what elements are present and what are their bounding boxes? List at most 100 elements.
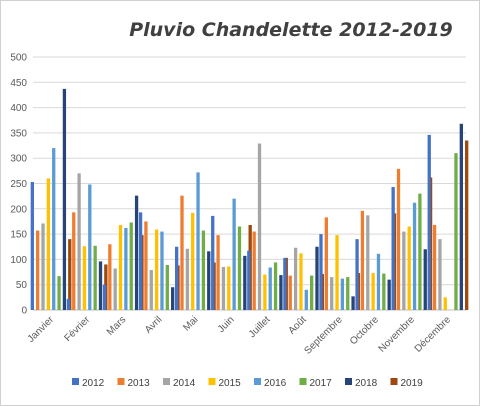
bars [30, 88, 469, 310]
bar-2016-Janvier [52, 148, 56, 310]
bar-2012-Juin [211, 215, 215, 310]
bar-2017-Février [93, 245, 97, 310]
legend-label: 2016 [264, 378, 287, 389]
bar-2013-Mars [108, 244, 112, 310]
y-tick-label: 350 [10, 128, 27, 139]
bar-2014-Août [293, 247, 298, 310]
bar-2012-Février [66, 298, 71, 310]
bar-2015-Décembre [443, 297, 447, 310]
bar-2012-Septembre [319, 234, 323, 310]
bar-2014-Novembre [402, 231, 406, 310]
bar-2018-Novembre [423, 249, 427, 310]
bar-2016-Juillet [268, 267, 272, 310]
bar-2016-Juin [232, 198, 236, 310]
bar-2014-Septembre [330, 277, 334, 310]
bar-2014-Avril [149, 270, 153, 310]
bar-2018-Février [98, 261, 103, 310]
bar-2018-Octobre [387, 279, 391, 310]
x-axis: Janvier Février Mars Avril Mai Juin Juillet Aoû… [26, 314, 454, 357]
bar-2017-Mars [129, 222, 133, 310]
bar-2016-Mai [196, 172, 200, 310]
bar-2018-Août [315, 246, 319, 310]
bar-2012-Août [283, 257, 287, 310]
bar-2018-Janvier [62, 88, 67, 310]
bar-2016-Mars [124, 228, 128, 310]
bar-2014-Mars [113, 268, 117, 310]
bar-2015-Mars [118, 224, 123, 310]
bar-2016-Octobre [376, 253, 381, 310]
legend-swatch-2016 [254, 378, 261, 385]
bar-2017-Juin [237, 226, 242, 310]
x-tick-label: Octobre [348, 314, 381, 347]
bar-2013-Avril [144, 221, 148, 310]
bar-2016-Novembre [412, 202, 417, 310]
bar-2012-Janvier [30, 181, 34, 310]
bar-2018-Juillet [279, 275, 283, 310]
legend-label: 2013 [128, 378, 151, 389]
bar-2012-Juillet [247, 250, 251, 310]
legend-label: 2012 [82, 378, 105, 389]
y-tick-label: 450 [10, 78, 27, 89]
bar-2017-Mai [201, 230, 206, 310]
bar-2015-Octobre [371, 273, 375, 310]
chart-title: Pluvio Chandelette 2012-2019 [129, 19, 453, 41]
x-tick-label: Août [286, 314, 308, 336]
bar-2013-Juillet [252, 231, 256, 310]
bar-2017-Avril [165, 264, 169, 310]
x-tick-label: Février [62, 314, 92, 344]
bar-2019-Janvier [68, 239, 72, 310]
bar-2015-Janvier [46, 178, 51, 310]
legend-swatch-2019 [390, 378, 398, 385]
y-tick-label: 100 [10, 255, 27, 266]
x-tick-label: Janvier [26, 314, 57, 345]
bar-2013-Décembre [432, 224, 437, 310]
bar-2017-Décembre [454, 153, 458, 310]
bar-2017-Janvier [57, 276, 61, 310]
bar-2012-Décembre [427, 134, 431, 310]
bar-2019-Décembre [465, 140, 469, 310]
legend-swatch-2014 [163, 378, 170, 385]
y-tick-label: 150 [10, 230, 27, 241]
legend: 2012 2013 2014 2015 2016 2017 2018 2019 [72, 378, 423, 389]
bar-2017-Septembre [346, 277, 350, 310]
bar-2018-Septembre [351, 296, 355, 310]
bar-2017-Juillet [273, 262, 278, 310]
y-tick-label: 200 [10, 204, 27, 215]
bar-2013-Septembre [324, 217, 328, 310]
y-tick-label: 400 [10, 103, 27, 114]
bar-2016-Août [304, 289, 308, 310]
x-tick-label: Juin [216, 314, 237, 335]
bar-2015-Mai [191, 212, 195, 310]
y-tick-label: 300 [10, 154, 27, 165]
bar-2018-Avril [171, 287, 175, 310]
legend-label: 2019 [401, 378, 424, 389]
bar-2012-Mai [175, 246, 179, 310]
y-tick-label: 50 [16, 280, 28, 291]
legend-swatch-2013 [117, 378, 125, 385]
bar-2014-Février [77, 173, 81, 310]
bar-2015-Février [82, 246, 87, 310]
bar-2016-Septembre [340, 278, 345, 310]
y-tick-label: 500 [10, 53, 27, 64]
bar-2013-Janvier [36, 230, 40, 310]
bar-2012-Octobre [355, 239, 359, 310]
bar-2018-Mars [134, 195, 139, 310]
bar-2018-Mai [207, 251, 211, 310]
bar-2013-Juin [216, 235, 220, 310]
x-tick-label: Mai [181, 314, 200, 333]
legend-swatch-2018 [345, 378, 352, 385]
bar-2012-Mars [102, 284, 107, 310]
bar-2017-Août [310, 275, 314, 310]
bar-2015-Septembre [335, 235, 339, 310]
bar-2013-Octobre [360, 210, 365, 310]
bar-2012-Avril [138, 212, 143, 310]
bar-2013-Février [72, 212, 76, 310]
bar-2015-Avril [154, 229, 159, 310]
x-tick-label: Juillet [247, 314, 273, 340]
bar-2014-Décembre [438, 239, 442, 310]
legend-label: 2014 [173, 378, 196, 389]
x-tick-label: Septembre [302, 314, 345, 357]
bar-2014-Mai [185, 248, 189, 310]
bar-2013-Août [288, 275, 292, 310]
bar-2014-Juillet [257, 143, 262, 310]
